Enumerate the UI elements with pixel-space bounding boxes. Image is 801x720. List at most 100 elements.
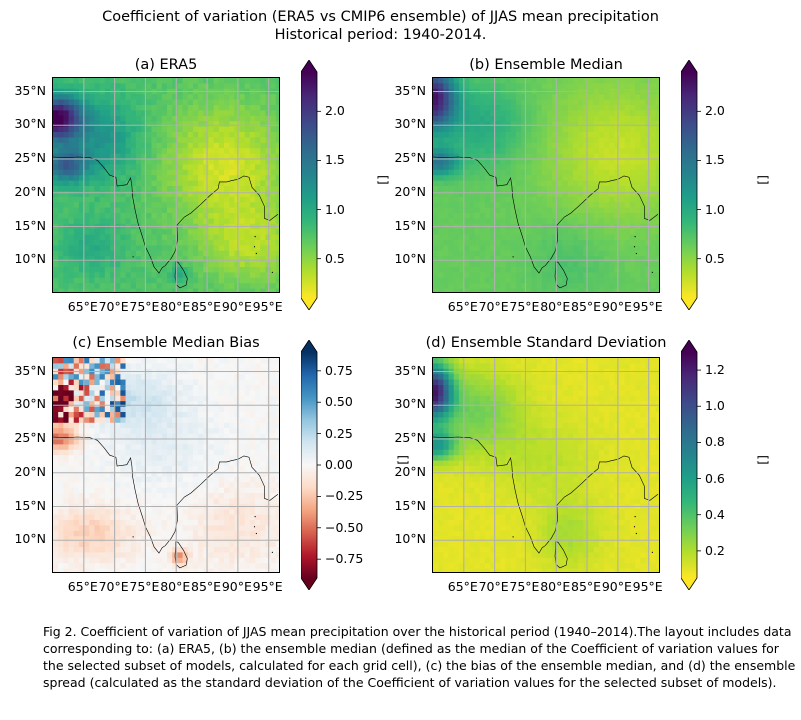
heatmap-cell (198, 439, 204, 445)
heatmap-cell (229, 277, 235, 284)
heatmap-cell (505, 153, 512, 160)
heatmap-cell (63, 363, 70, 370)
heatmap-cell (99, 277, 106, 284)
heatmap-cell (187, 245, 194, 252)
heatmap-cell (484, 191, 491, 198)
heatmap-cell (218, 433, 225, 440)
heatmap-cell (239, 487, 246, 494)
heatmap-cell (110, 196, 116, 203)
heatmap-cell (557, 94, 564, 101)
heatmap-cell (89, 493, 96, 499)
heatmap-cell (275, 374, 279, 381)
heatmap-cell (260, 186, 267, 192)
heatmap-cell (120, 229, 127, 236)
heatmap-cell (73, 207, 80, 214)
heatmap-cell (469, 288, 476, 292)
heatmap-cell (94, 417, 101, 424)
heatmap-cell (490, 126, 496, 133)
coastline (53, 156, 279, 274)
heatmap-cell (208, 288, 215, 292)
heatmap-cell (84, 412, 90, 418)
heatmap-cell (650, 175, 657, 182)
heatmap-cell (53, 422, 59, 429)
heatmap-cell (453, 126, 460, 133)
heatmap-cell (141, 412, 147, 418)
heatmap-cell (640, 186, 647, 192)
heatmap-cell (541, 186, 548, 192)
heatmap-cell (490, 229, 496, 236)
heatmap-cell (443, 196, 450, 203)
heatmap-cell (224, 444, 230, 451)
heatmap-cell (58, 137, 64, 144)
heatmap-cell (89, 175, 96, 182)
heatmap-cell (588, 121, 595, 128)
heatmap-cell (526, 267, 533, 273)
heatmap-cell (464, 159, 470, 165)
heatmap-cell (453, 283, 460, 290)
heatmap-cell (151, 164, 158, 171)
heatmap-cell (443, 191, 450, 198)
heatmap-cell (239, 153, 246, 160)
heatmap-cell (635, 153, 641, 160)
heatmap-cell (655, 202, 659, 209)
heatmap-cell (270, 390, 277, 397)
heatmap-cell (218, 180, 225, 187)
heatmap-cell (495, 137, 501, 144)
heatmap-cell (151, 175, 158, 182)
heatmap-cell (239, 207, 246, 214)
heatmap-cell (495, 142, 501, 149)
heatmap-cell (99, 283, 106, 290)
heatmap-cell (89, 202, 96, 209)
heatmap-cell (141, 498, 147, 505)
heatmap-cell (177, 288, 184, 292)
heatmap-cell (167, 196, 173, 203)
heatmap-cell (255, 390, 261, 397)
heatmap-cell (192, 202, 199, 209)
heatmap-cell (629, 191, 636, 198)
heatmap-cell (448, 83, 455, 90)
heatmap-cell (104, 455, 111, 462)
heatmap-cell (192, 514, 199, 521)
heatmap-cell (198, 288, 204, 292)
heatmap-cell (255, 256, 261, 263)
heatmap-cell (635, 245, 641, 252)
heatmap-cell (453, 94, 460, 101)
heatmap-cell (198, 115, 204, 122)
heatmap-cell (224, 401, 230, 408)
heatmap-cell (213, 240, 220, 246)
heatmap-cell (63, 110, 70, 117)
heatmap-cell (510, 191, 517, 198)
heatmap-cell (135, 202, 142, 209)
heatmap-cell (490, 115, 496, 122)
heatmap-cell (115, 159, 121, 165)
heatmap-cell (141, 439, 147, 445)
heatmap-cell (78, 218, 85, 225)
heatmap-cell (531, 126, 538, 133)
heatmap-cell (78, 213, 85, 219)
heatmap-cell (187, 202, 194, 209)
heatmap-cell (68, 471, 75, 478)
heatmap-cell (203, 520, 210, 526)
heatmap-cell (115, 358, 121, 364)
heatmap-cell (495, 250, 501, 257)
heatmap-cell (78, 83, 85, 90)
heatmap-cell (640, 142, 647, 149)
heatmap-cell (167, 487, 173, 494)
heatmap-cell (172, 83, 178, 90)
heatmap-cell (270, 509, 277, 516)
heatmap-cell (104, 164, 111, 171)
heatmap-cell (640, 164, 647, 171)
heatmap-cell (68, 358, 75, 364)
heatmap-cell (495, 121, 501, 128)
heatmap-cell (448, 283, 455, 290)
heatmap-cell (255, 439, 261, 445)
heatmap-cell (557, 110, 564, 117)
heatmap-cell (275, 444, 279, 451)
heatmap-cell (104, 471, 111, 478)
heatmap-cell (593, 110, 600, 117)
heatmap-cell (234, 83, 241, 90)
heatmap-cell (448, 202, 455, 209)
heatmap-cell (567, 142, 574, 149)
heatmap-cell (151, 180, 158, 187)
heatmap-cell (58, 207, 64, 214)
